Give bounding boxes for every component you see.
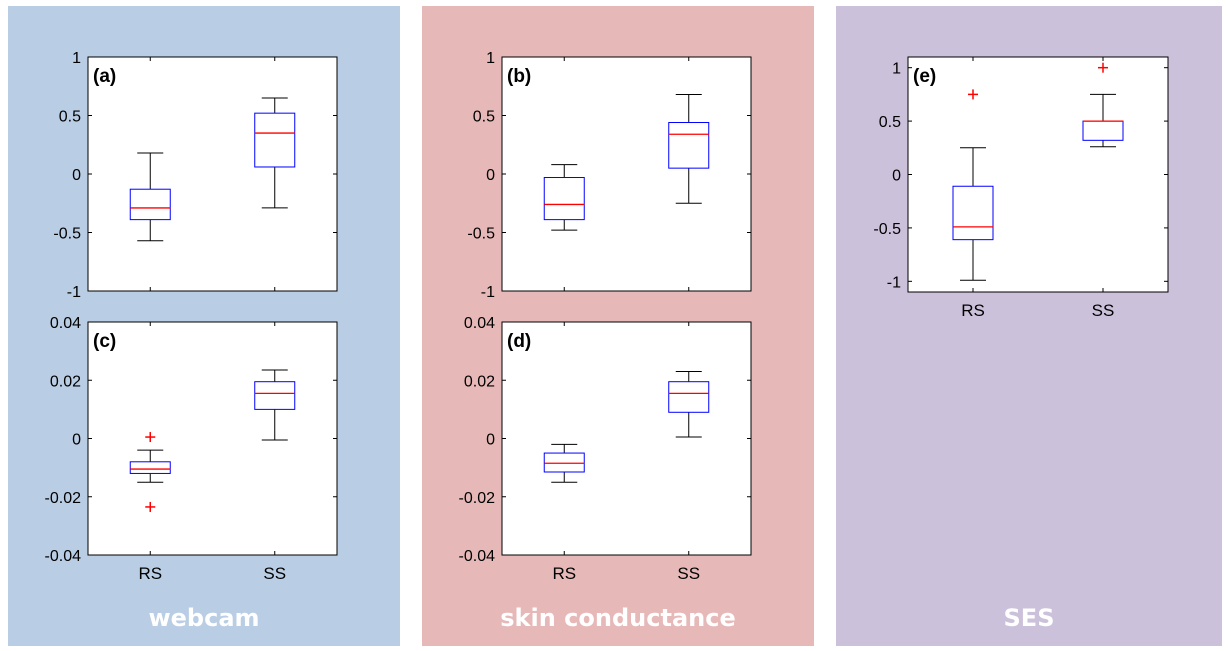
plot-area bbox=[907, 56, 1169, 293]
plot-area bbox=[501, 321, 752, 556]
y-tick-label: 0.02 bbox=[50, 373, 81, 390]
plot-area bbox=[87, 321, 338, 556]
x-tick-label: RS bbox=[552, 564, 576, 583]
panel-letter: (d) bbox=[507, 331, 531, 352]
boxplot-c: -0.04 -0.02 0 0.02 0.04 RS SS (c) bbox=[45, 315, 338, 583]
y-tick-label: -1 bbox=[67, 284, 81, 301]
box bbox=[543, 452, 585, 473]
y-tick-label: 1 bbox=[486, 50, 495, 67]
panel-letter: (c) bbox=[93, 331, 116, 352]
y-tick-label: -0.5 bbox=[53, 226, 81, 243]
y-tick-label: 0.02 bbox=[464, 373, 495, 390]
outlier-marker bbox=[145, 501, 156, 512]
y-tick-label: -0.04 bbox=[459, 548, 496, 565]
panel-letter: (a) bbox=[93, 66, 116, 87]
y-tick-label: -1 bbox=[481, 284, 495, 301]
boxplot-e: -1 -0.5 0 0.5 1 RS SS (e) bbox=[873, 56, 1169, 320]
panel-label-skin-conductance: skin conductance bbox=[500, 604, 736, 632]
y-tick-label: 1 bbox=[72, 50, 81, 67]
y-tick-label: 0.5 bbox=[879, 114, 901, 131]
outlier-marker bbox=[968, 89, 978, 100]
panel-letter: (e) bbox=[913, 66, 936, 87]
y-tick-label: -0.5 bbox=[873, 221, 901, 238]
y-tick-label: 0.5 bbox=[473, 109, 495, 126]
boxplot-a: -1 -0.5 0 0.5 1 (a) bbox=[53, 50, 338, 301]
outlier-marker bbox=[145, 432, 156, 443]
y-tick-label: 0.04 bbox=[464, 315, 495, 332]
y-tick-label: 0 bbox=[72, 432, 81, 449]
x-tick-label: RS bbox=[138, 564, 162, 583]
y-tick-label: -0.02 bbox=[45, 490, 82, 507]
y-tick-label: -0.02 bbox=[459, 490, 496, 507]
panel-label-webcam: webcam bbox=[148, 604, 260, 632]
y-tick-label: -0.5 bbox=[467, 226, 495, 243]
plot-area bbox=[87, 56, 338, 292]
box bbox=[254, 112, 296, 168]
box bbox=[668, 381, 710, 413]
box bbox=[254, 381, 296, 410]
x-tick-label: SS bbox=[263, 564, 286, 583]
plot-area bbox=[501, 56, 752, 292]
x-tick-label: SS bbox=[1092, 301, 1115, 320]
box bbox=[543, 177, 585, 221]
box bbox=[952, 185, 994, 241]
outlier-marker bbox=[1098, 62, 1108, 73]
y-tick-label: 0 bbox=[486, 167, 495, 184]
y-tick-label: -0.04 bbox=[45, 548, 82, 565]
x-tick-label: RS bbox=[961, 301, 985, 320]
y-tick-label: 0 bbox=[892, 168, 901, 185]
box bbox=[129, 461, 171, 474]
y-tick-label: 0 bbox=[72, 167, 81, 184]
panel-letter: (b) bbox=[507, 66, 531, 87]
y-tick-label: 1 bbox=[892, 61, 901, 78]
boxplot-b: -1 -0.5 0 0.5 1 (b) bbox=[467, 50, 752, 301]
y-tick-label: 0 bbox=[486, 432, 495, 449]
panel-label-ses: SES bbox=[1003, 604, 1055, 632]
y-tick-label: -1 bbox=[887, 274, 901, 291]
x-tick-label: SS bbox=[677, 564, 700, 583]
boxplot-d: -0.04 -0.02 0 0.02 0.04 RS SS (d) bbox=[459, 315, 752, 583]
box bbox=[668, 122, 710, 169]
y-tick-label: 0.5 bbox=[59, 109, 81, 126]
box bbox=[129, 188, 171, 221]
y-tick-label: 0.04 bbox=[50, 315, 81, 332]
